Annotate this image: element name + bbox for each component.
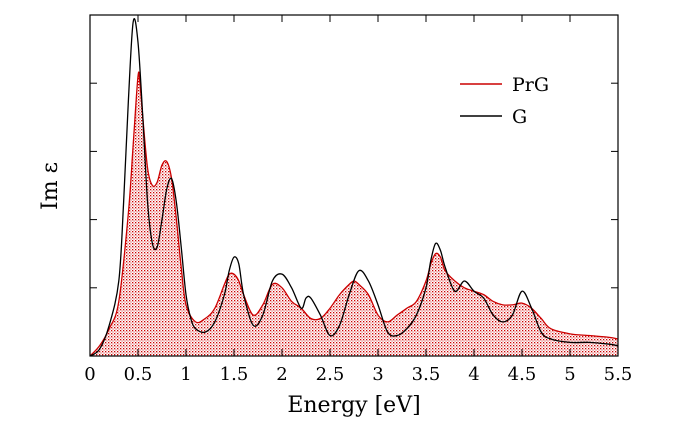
x-tick-label: 2.5 xyxy=(316,364,345,385)
x-tick-label: 5.5 xyxy=(604,364,633,385)
tick-layer xyxy=(89,15,619,356)
series-line-g xyxy=(90,18,618,356)
series-layer xyxy=(90,18,618,356)
x-tick-label: 0.5 xyxy=(124,364,153,385)
legend-label-prg: PrG xyxy=(512,74,549,96)
x-tick-label: 3.5 xyxy=(412,364,441,385)
plot-area xyxy=(89,14,619,357)
x-tick-label: 4.5 xyxy=(508,364,537,385)
x-tick-label: 2 xyxy=(276,364,287,385)
x-tick-label: 0 xyxy=(84,364,95,385)
series-fill-prg xyxy=(90,72,618,356)
series-line-prg xyxy=(90,71,618,356)
x-tick-label: 1.5 xyxy=(220,364,249,385)
x-axis-label: Energy [eV] xyxy=(287,393,420,418)
x-tick-label: 1 xyxy=(180,364,191,385)
x-tick-label: 3 xyxy=(372,364,383,385)
y-axis-label: Im ε xyxy=(38,162,63,210)
x-tick-label: 4 xyxy=(468,364,479,385)
x-tick-label: 5 xyxy=(564,364,575,385)
legend-label-g: G xyxy=(512,106,527,128)
plot-frame xyxy=(89,14,619,357)
legend: PrG G xyxy=(460,74,549,128)
